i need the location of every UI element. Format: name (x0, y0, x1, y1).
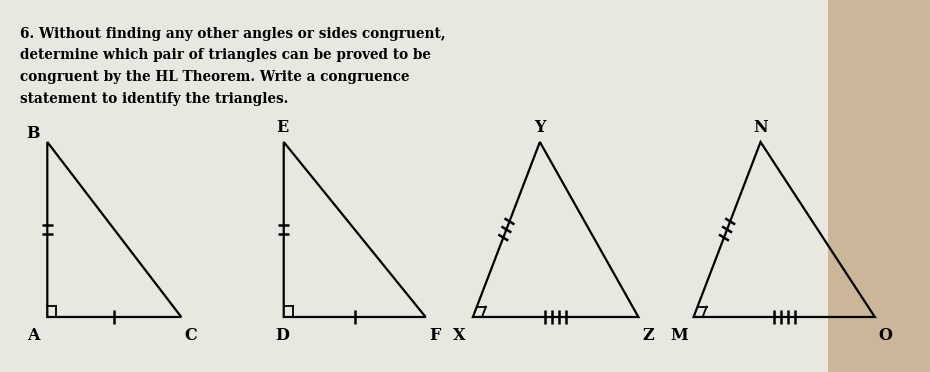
Text: congruent by the HL Theorem. Write a congruence: congruent by the HL Theorem. Write a con… (20, 70, 409, 84)
Text: X: X (452, 327, 465, 343)
Text: E: E (276, 119, 288, 137)
Text: F: F (430, 327, 441, 343)
Text: statement to identify the triangles.: statement to identify the triangles. (20, 92, 288, 106)
Text: 6. Without finding any other angles or sides congruent,: 6. Without finding any other angles or s… (20, 27, 445, 41)
Text: D: D (275, 327, 289, 343)
Text: C: C (184, 327, 197, 343)
Bar (828, 0, 930, 372)
Text: B: B (26, 125, 40, 142)
Text: M: M (671, 327, 688, 343)
Text: Y: Y (534, 119, 546, 137)
Text: determine which pair of triangles can be proved to be: determine which pair of triangles can be… (20, 48, 431, 62)
Text: A: A (27, 327, 39, 343)
Text: Z: Z (642, 327, 654, 343)
Text: N: N (753, 119, 768, 137)
Text: O: O (879, 327, 893, 343)
